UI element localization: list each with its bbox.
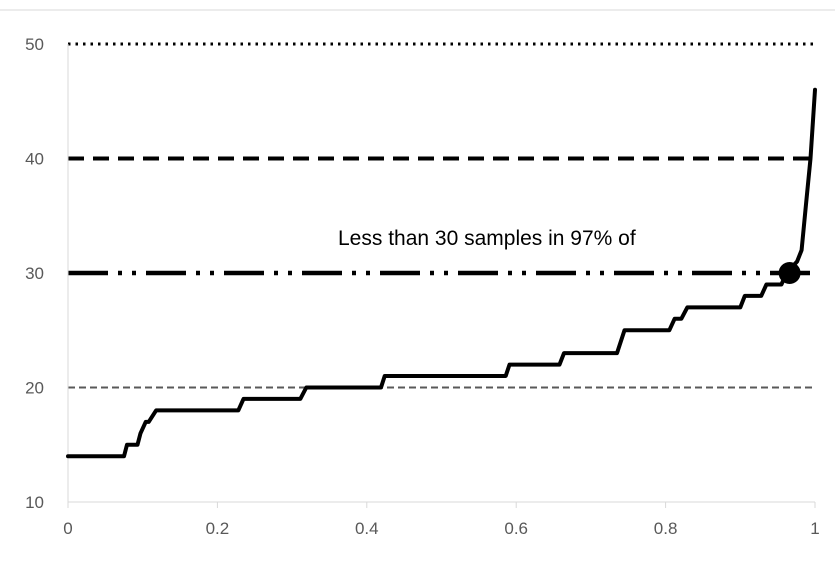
x-tick-label: 0.2 — [206, 519, 230, 538]
x-tick-marks — [67, 502, 816, 508]
y-tick-labels: 10 20 30 40 50 — [25, 35, 44, 512]
x-tick-labels: 0 0.2 0.4 0.6 0.8 1 — [63, 519, 819, 538]
annotation-text: Less than 30 samples in 97% of — [338, 227, 636, 250]
highlight-point — [778, 262, 801, 284]
y-tick-label: 40 — [25, 150, 44, 169]
x-tick-label: 0.6 — [504, 519, 528, 538]
y-tick-label: 10 — [25, 493, 44, 512]
x-tick-label: 1 — [810, 519, 819, 538]
x-tick-label: 0.4 — [355, 519, 379, 538]
y-tick-label: 50 — [25, 35, 44, 54]
x-tick-label: 0 — [63, 519, 72, 538]
x-tick-label: 0.8 — [654, 519, 678, 538]
y-tick-label: 30 — [25, 264, 44, 283]
y-tick-label: 20 — [25, 379, 44, 398]
reference-lines — [68, 42, 815, 389]
